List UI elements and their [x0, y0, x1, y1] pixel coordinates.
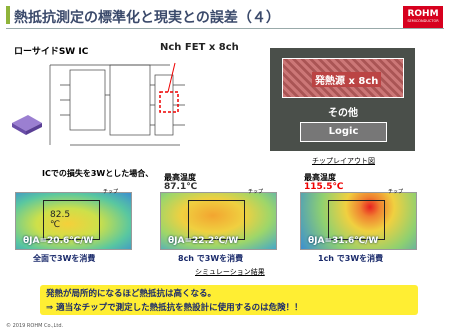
conclusion-box: 発熱が局所的になるほど熱抵抗は高くなる。 ⇒ 適当なチップで測定した熱抵抗を熱設…	[40, 285, 418, 315]
sim-caption: 全面で3Wを消費	[33, 254, 96, 263]
footer: © 2019 ROHM Co.,Ltd.	[6, 323, 64, 329]
temp-label: 115.5℃	[304, 182, 344, 192]
max-temp-label: 最高温度	[164, 173, 196, 182]
sim-caption: 1ch で3Wを消費	[318, 254, 384, 263]
max-temp-label: 最高温度	[304, 173, 336, 182]
thermal-image	[160, 192, 277, 250]
chip-outline	[328, 200, 385, 240]
thermal-image	[15, 192, 132, 250]
chip-outline	[188, 200, 245, 240]
fet-label: Nch FET x 8ch	[160, 42, 239, 53]
logo-sub: SEMICONDUCTOR	[407, 19, 439, 23]
title-rule	[6, 28, 444, 29]
temp-label: 82.5 ℃	[50, 210, 71, 230]
logic-label: Logic	[300, 122, 387, 142]
chip-label: チップ	[103, 189, 119, 195]
theta-label: θJA=22.2℃/W	[168, 236, 239, 246]
simulation-caption: シミュレーション結果	[195, 268, 265, 276]
condition: ICでの損失を3Wとした場合、	[42, 169, 154, 178]
logo: ROHM SEMICONDUCTOR	[403, 6, 443, 28]
chip-label: チップ	[388, 189, 404, 195]
title: 熱抵抗測定の標準化と現実との誤差（４）	[14, 10, 280, 26]
conclusion-line: ⇒ 適当なチップで測定した熱抵抗を熱設計に使用するのは危険！！	[46, 303, 303, 313]
layout-caption: チップレイアウト図	[312, 157, 375, 165]
circuit-label: ローサイドSW IC	[14, 47, 89, 57]
other-label: その他	[328, 108, 358, 119]
conclusion-line: 発熱が局所的になるほど熱抵抗は高くなる。	[46, 289, 217, 299]
theta-label: θJA=20.6℃/W	[23, 236, 94, 246]
logo-text: ROHM	[407, 9, 439, 19]
heat-source-label: 発熱源 x 8ch	[312, 72, 382, 87]
thermal-image	[300, 192, 417, 250]
sim-caption: 8ch で3Wを消費	[178, 254, 244, 263]
chip-outline	[43, 200, 100, 240]
schematic	[12, 62, 185, 146]
title-accent	[6, 6, 10, 24]
chip-label: チップ	[248, 189, 264, 195]
theta-label: θJA=31.6℃/W	[308, 236, 379, 246]
temp-label: 87.1℃	[164, 182, 198, 192]
